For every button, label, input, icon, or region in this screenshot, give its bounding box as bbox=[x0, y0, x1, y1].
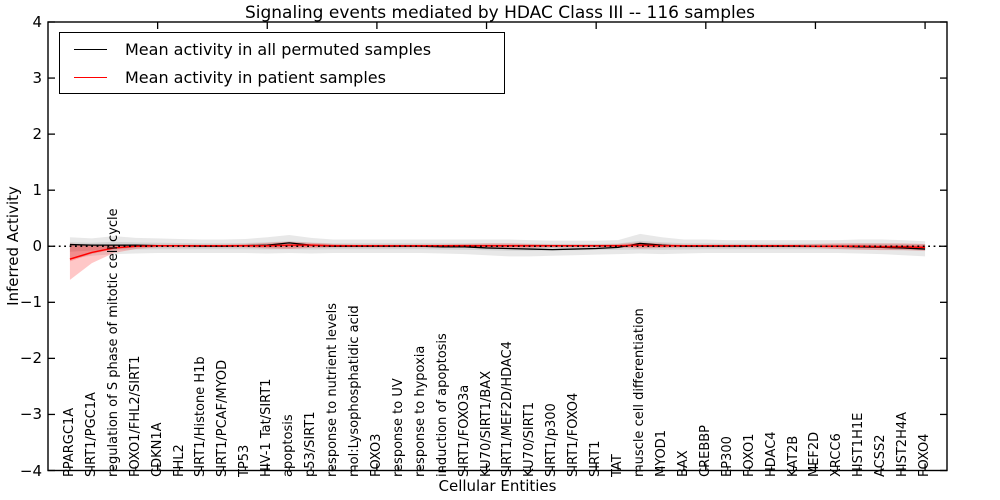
x-category-label: EP300 bbox=[719, 435, 735, 477]
x-category-label: KU70/SIRT1/BAX bbox=[478, 370, 494, 477]
x-category-label: response to nutrient levels bbox=[325, 302, 341, 477]
y-tick-label: 2 bbox=[32, 125, 42, 144]
x-category-label: FOXO3 bbox=[368, 433, 384, 477]
x-category-label: SIRT1/p300 bbox=[544, 402, 560, 477]
x-category-label: SIRT1/Histone H1b bbox=[193, 355, 209, 477]
chart-title: Signaling events mediated by HDAC Class … bbox=[244, 3, 756, 23]
black-line-sample-icon bbox=[74, 48, 107, 50]
legend-entry-patient: Mean activity in patient samples bbox=[60, 68, 504, 87]
legend-entry-permuted: Mean activity in all permuted samples bbox=[60, 40, 504, 59]
x-category-label: FOXO1 bbox=[741, 433, 757, 477]
x-category-label: MEF2D bbox=[807, 431, 823, 477]
x-category-label: response to UV bbox=[390, 377, 406, 477]
x-category-label: BAX bbox=[675, 449, 691, 477]
legend-label-patient: Mean activity in patient samples bbox=[125, 67, 386, 87]
x-category-label: KAT2B bbox=[785, 435, 801, 477]
x-category-label: muscle cell differentiation bbox=[632, 307, 648, 477]
x-category-label: XRCC6 bbox=[829, 432, 845, 477]
x-category-label: HIV-1 Tat/SIRT1 bbox=[259, 378, 275, 477]
y-tick-label: −1 bbox=[19, 293, 42, 312]
x-category-label: mol:Lysophosphatidic acid bbox=[346, 304, 362, 477]
x-category-label: CDKN1A bbox=[149, 421, 165, 477]
x-category-label: HDAC4 bbox=[763, 430, 779, 477]
x-category-label: SIRT1 bbox=[588, 440, 604, 477]
x-category-label: HIST2H4A bbox=[895, 411, 911, 477]
x-category-label: FOXO4 bbox=[917, 433, 933, 477]
legend-label-permuted: Mean activity in all permuted samples bbox=[125, 39, 432, 59]
y-tick-label: 1 bbox=[32, 181, 42, 200]
x-category-label: PPARGC1A bbox=[61, 407, 77, 477]
red-line-sample-icon bbox=[74, 76, 107, 78]
y-tick-label: −4 bbox=[19, 461, 42, 480]
x-category-label: FOXO1/FHL2/SIRT1 bbox=[127, 355, 143, 477]
y-tick-label: −3 bbox=[19, 405, 42, 424]
x-category-label: SIRT1/PCAF/MYOD bbox=[215, 359, 231, 477]
x-category-label: FHL2 bbox=[171, 443, 187, 477]
x-category-label: p53/SIRT1 bbox=[303, 410, 319, 477]
x-category-label: HIST1H1E bbox=[851, 412, 867, 477]
x-category-label: ACSS2 bbox=[873, 433, 889, 477]
x-category-label: TP53 bbox=[237, 444, 253, 477]
x-category-label: SIRT1/MEF2D/HDAC4 bbox=[500, 340, 516, 477]
x-category-label: SIRT1/FOXO4 bbox=[566, 392, 582, 477]
y-tick-label: 0 bbox=[32, 237, 42, 256]
x-category-label: TAT bbox=[610, 453, 626, 477]
x-category-label: SIRT1/FOXO3a bbox=[456, 384, 472, 477]
legend: Mean activity in all permuted samples Me… bbox=[59, 32, 505, 94]
x-category-label: KU70/SIRT1 bbox=[522, 401, 538, 477]
y-tick-label: −2 bbox=[19, 349, 42, 368]
x-category-label: apoptosis bbox=[281, 413, 297, 477]
y-tick-label: 3 bbox=[32, 69, 42, 88]
x-category-label: regulation of S phase of mitotic cell cy… bbox=[105, 207, 121, 477]
x-category-label: CREBBP bbox=[697, 424, 713, 477]
x-category-label: SIRT1/PGC1A bbox=[83, 391, 99, 477]
y-tick-label: 4 bbox=[32, 13, 42, 31]
x-category-label: MYOD1 bbox=[653, 429, 669, 477]
x-category-label: induction of apoptosis bbox=[434, 332, 450, 477]
x-category-label: response to hypoxia bbox=[412, 345, 428, 477]
x-axis-label: Cellular Entities bbox=[438, 477, 557, 495]
